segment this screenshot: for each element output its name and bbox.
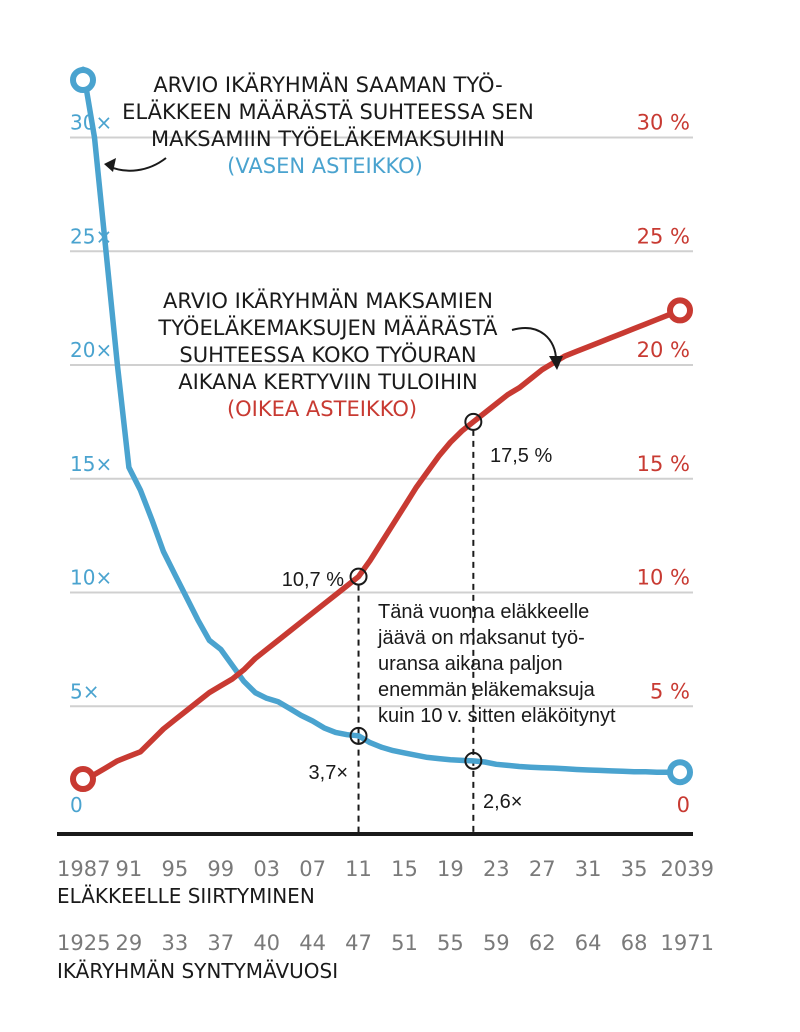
x-tick-retirement-15: 15 <box>391 857 418 881</box>
x-tick-birth-44: 44 <box>299 931 326 955</box>
left-axis-ticks: 05×10×15×20×25×30× <box>70 111 112 818</box>
right-tick-15: 15 % <box>637 452 690 476</box>
endpoint-marker-blue-2039 <box>667 759 693 786</box>
label-2011-red: 10,7 % <box>282 569 344 591</box>
right-axis-ticks: 0 5 % 10 % 15 % 20 % 25 % 30 % <box>637 111 690 818</box>
annotations: ARVIO IKÄRYHMÄN SAAMAN TYÖ- ELÄKKEEN MÄÄ… <box>104 72 616 727</box>
red-annotation-arrowhead <box>549 356 563 370</box>
x-tick-retirement-99: 99 <box>207 857 234 881</box>
left-tick-20: 20× <box>70 338 112 362</box>
note-line-1: Tänä vuonna eläkkeelle <box>378 601 589 623</box>
x-tick-retirement-95: 95 <box>161 857 188 881</box>
gridlines <box>70 136 693 708</box>
x-tick-birth-55: 55 <box>437 931 464 955</box>
highlight-guides <box>357 429 475 832</box>
x-tick-retirement-27: 27 <box>529 857 556 881</box>
x-tick-birth-33: 33 <box>161 931 188 955</box>
x-tick-retirement-1987: 1987 <box>57 857 110 881</box>
x-tick-birth-59: 59 <box>483 931 510 955</box>
x-axis-title-birth: IKÄRYHMÄN SYNTYMÄVUOSI <box>57 959 338 983</box>
x-tick-retirement-91: 91 <box>116 857 143 881</box>
red-annotation-scale: (OIKEA ASTEIKKO) <box>227 397 417 421</box>
x-axis-title-retirement: ELÄKKEELLE SIIRTYMINEN <box>57 884 315 908</box>
x-tick-birth-1971: 1971 <box>661 931 714 955</box>
left-tick-0: 0 <box>70 793 83 817</box>
x-tick-birth-1925: 1925 <box>57 931 110 955</box>
x-tick-retirement-31: 31 <box>575 857 602 881</box>
label-2011-blue: 3,7× <box>309 762 348 784</box>
blue-annotation-line-3: MAKSAMIIN TYÖELÄKEMAKSUIHIN <box>151 126 505 151</box>
x-tick-birth-62: 62 <box>529 931 556 955</box>
red-annotation-line-3: SUHTEESSA KOKO TYÖURAN <box>179 342 476 367</box>
right-tick-30: 30 % <box>637 111 690 135</box>
x-tick-retirement-03: 03 <box>253 857 280 881</box>
red-annotation-line-1: ARVIO IKÄRYHMÄN MAKSAMIEN <box>163 288 493 313</box>
blue-annotation-line-2: ELÄKKEEN MÄÄRÄSTÄ SUHTEESSA SEN <box>122 99 534 124</box>
endpoint-marker-red-1987 <box>70 766 96 793</box>
blue-annotation-arrow <box>107 157 167 172</box>
series-line-blue <box>80 66 683 775</box>
right-tick-5: 5 % <box>650 679 690 703</box>
right-tick-0: 0 <box>677 793 690 817</box>
note-line-2: jäävä on maksanut työ- <box>377 627 585 649</box>
x-tick-retirement-19: 19 <box>437 857 464 881</box>
red-annotation-line-2: TYÖELÄKEMAKSUJEN MÄÄRÄSTÄ <box>157 315 498 340</box>
note-line-5: kuin 10 v. sitten eläköitynyt <box>378 705 616 727</box>
x-tick-retirement-23: 23 <box>483 857 510 881</box>
note-line-3: uransa aikana paljon <box>378 653 563 675</box>
right-tick-10: 10 % <box>637 566 690 590</box>
highlight-point-2011-left <box>349 726 368 745</box>
highlight-labels: 10,7 % 3,7× 17,5 % 2,6× <box>282 445 553 813</box>
highlight-point-2021-left <box>464 751 483 770</box>
x-tick-birth-47: 47 <box>345 931 372 955</box>
right-tick-25: 25 % <box>637 224 690 248</box>
x-tick-retirement-07: 07 <box>299 857 326 881</box>
blue-annotation-scale: (VASEN ASTEIKKO) <box>227 154 423 178</box>
x-tick-retirement-2039: 2039 <box>661 857 714 881</box>
label-2021-blue: 2,6× <box>483 791 522 813</box>
left-tick-10: 10× <box>70 566 112 590</box>
highlight-point-2021-right <box>464 412 483 431</box>
highlight-point-2011-right <box>349 567 368 586</box>
red-annotation-arrow <box>511 327 557 361</box>
x-tick-birth-29: 29 <box>116 931 143 955</box>
blue-annotation-arrowhead <box>104 158 116 172</box>
note-line-4: enemmän eläkemaksuja <box>378 679 596 701</box>
left-tick-5: 5× <box>70 679 99 703</box>
x-tick-birth-51: 51 <box>391 931 418 955</box>
x-tick-retirement-11: 11 <box>345 857 372 881</box>
label-2021-red: 17,5 % <box>490 445 552 467</box>
x-tick-retirement-35: 35 <box>621 857 648 881</box>
left-tick-15: 15× <box>70 452 112 476</box>
x-tick-birth-37: 37 <box>207 931 234 955</box>
x-tick-birth-68: 68 <box>621 931 648 955</box>
red-annotation-line-4: AIKANA KERTYVIIN TULOIHIN <box>178 370 478 394</box>
series-lines <box>80 66 683 782</box>
right-tick-20: 20 % <box>637 338 690 362</box>
x-axis: 1987 91 95 99 03 07 11 15 19 23 27 31 35 2039 1925 29 33… <box>57 832 714 955</box>
x-tick-birth-40: 40 <box>253 931 280 955</box>
endpoint-marker-red-2039 <box>667 297 693 324</box>
endpoint-marker-blue-1987 <box>70 67 96 93</box>
series-line-red <box>80 307 683 782</box>
blue-annotation-line-1: ARVIO IKÄRYHMÄN SAAMAN TYÖ- <box>153 72 502 97</box>
x-tick-birth-64: 64 <box>575 931 602 955</box>
markers <box>70 67 693 793</box>
